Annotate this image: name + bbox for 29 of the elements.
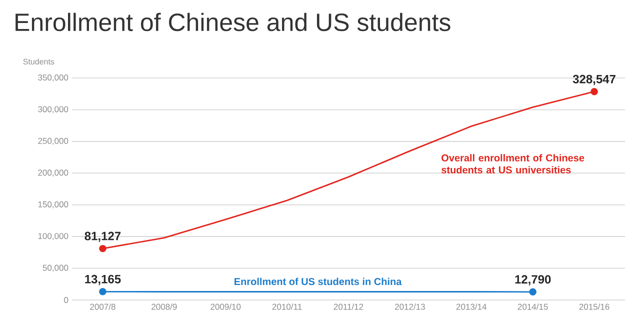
x-tick-label: 2007/8 (90, 304, 116, 310)
series-label: Enrollment of US students in China (234, 278, 402, 286)
x-tick-label: 2012/13 (395, 304, 425, 310)
x-tick-label: 2011/12 (334, 304, 364, 310)
x-tick-label: 2014/15 (518, 304, 548, 310)
point (529, 288, 536, 296)
y-tick-label: 200,000 (38, 170, 68, 177)
data-label: 328,547 (572, 74, 616, 86)
x-tick-label: 2010/11 (272, 304, 302, 310)
x-tick-label: 2015/16 (579, 304, 610, 310)
x-tick-label: 2013/14 (456, 304, 487, 310)
y-tick-label: 0 (64, 297, 68, 304)
y-tick-label: 50,000 (42, 264, 68, 272)
chart-title: Enrollment of Chinese and US students (16, 12, 450, 32)
data-label: 13,165 (85, 274, 121, 286)
y-tick-label: 100,000 (38, 233, 68, 240)
point (99, 244, 106, 252)
y-tick-label: 300,000 (38, 106, 68, 114)
point (99, 288, 106, 296)
y-tick-label: 350,000 (38, 74, 68, 82)
x-tick-label: 2009/10 (210, 304, 241, 310)
y-axis-title: Students (23, 58, 54, 64)
data-label: 12,790 (515, 275, 551, 286)
data-label: 81,127 (84, 232, 121, 242)
series-label: Overall enrollment of Chinese students at US universities (441, 154, 584, 174)
point (590, 88, 598, 96)
y-tick-label: 250,000 (38, 138, 68, 145)
x-tick-label: 2008/9 (152, 304, 177, 310)
y-tick-label: 150,000 (38, 201, 68, 208)
